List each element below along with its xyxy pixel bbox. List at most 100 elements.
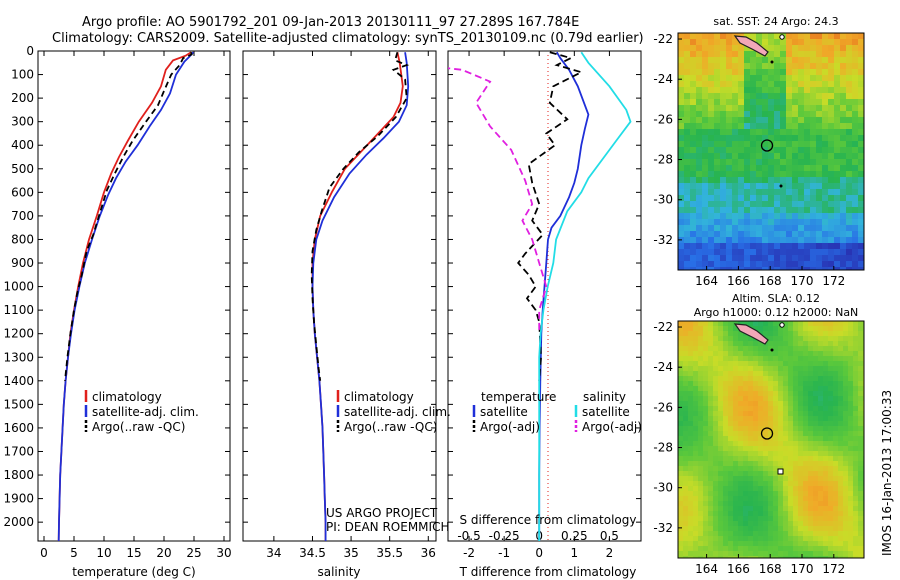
heatmap-cell [708, 147, 715, 154]
heatmap-cell [683, 421, 689, 427]
heatmap-cell [852, 129, 859, 136]
heatmap-cell [738, 57, 745, 64]
heatmap-cell [858, 105, 865, 112]
heatmap-cell [853, 326, 859, 332]
heatmap-cell [678, 471, 684, 477]
heatmap-cell [738, 416, 744, 422]
heatmap-cell [714, 159, 721, 166]
heatmap-cell [713, 501, 719, 507]
heatmap-cell [773, 556, 779, 559]
heatmap-cell [818, 426, 824, 432]
heatmap-cell [803, 481, 809, 487]
heatmap-cell [808, 371, 814, 377]
heatmap-cell [728, 351, 734, 357]
heatmap-cell [702, 237, 709, 244]
heatmap-cell [738, 406, 744, 412]
heatmap-cell [813, 501, 819, 507]
heatmap-cell [698, 476, 704, 482]
heatmap-cell [728, 431, 734, 437]
heatmap-cell [713, 446, 719, 452]
heatmap-cell [723, 461, 729, 467]
heatmap-cell [813, 381, 819, 387]
heatmap-cell [702, 33, 709, 40]
heatmap-cell [684, 225, 691, 232]
heatmap-cell [723, 331, 729, 337]
heatmap-cell [788, 421, 794, 427]
heatmap-cell [786, 129, 793, 136]
heatmap-cell [858, 406, 864, 412]
heatmap-cell [774, 207, 781, 214]
heatmap-cell [773, 506, 779, 512]
heatmap-cell [833, 516, 839, 522]
heatmap-cell [678, 69, 685, 76]
heatmap-cell [753, 416, 759, 422]
heatmap-cell [780, 231, 787, 238]
heatmap-cell [718, 486, 724, 492]
heatmap-cell [688, 401, 694, 407]
heatmap-cell [834, 135, 841, 142]
heatmap-cell [828, 436, 834, 442]
heatmap-cell [858, 321, 864, 327]
heatmap-cell [702, 129, 709, 136]
heatmap-cell [702, 141, 709, 148]
x-tick-label: 1 [571, 546, 579, 560]
heatmap-cell [738, 189, 745, 196]
heatmap-cell [720, 249, 727, 256]
heatmap-cell [714, 51, 721, 58]
heatmap-cell [783, 511, 789, 517]
heatmap-cell [853, 381, 859, 387]
heatmap-cell [786, 105, 793, 112]
heatmap-cell [723, 526, 729, 532]
heatmap-cell [743, 346, 749, 352]
heatmap-cell [683, 556, 689, 559]
heatmap-cell [843, 386, 849, 392]
temperature-x-ticks: 0 5 10 15 20 25 30 [40, 51, 232, 560]
heatmap-cell [768, 411, 774, 417]
heatmap-cell [743, 366, 749, 372]
heatmap-cell [696, 99, 703, 106]
heatmap-cell [696, 87, 703, 94]
heatmap-cell [696, 39, 703, 46]
heatmap-cell [778, 346, 784, 352]
heatmap-cell [763, 431, 769, 437]
heatmap-cell [858, 111, 865, 118]
heatmap-cell [720, 255, 727, 262]
heatmap-cell [852, 255, 859, 262]
heatmap-cell [738, 481, 744, 487]
map-y-tick-label: -26 [653, 112, 673, 126]
heatmap-cell [753, 386, 759, 392]
heatmap-cell [783, 436, 789, 442]
heatmap-cell [816, 69, 823, 76]
heatmap-cell [693, 371, 699, 377]
heatmap-cell [678, 361, 684, 367]
heatmap-cell [703, 401, 709, 407]
heatmap-cell [748, 486, 754, 492]
heatmap-cell [846, 195, 853, 202]
heatmap-cell [774, 39, 781, 46]
heatmap-cell [714, 225, 721, 232]
heatmap-cell [762, 231, 769, 238]
heatmap-cell [783, 546, 789, 552]
heatmap-cell [723, 346, 729, 352]
heatmap-cell [702, 255, 709, 262]
heatmap-cell [818, 486, 824, 492]
heatmap-cell [843, 531, 849, 537]
heatmap-cell [813, 456, 819, 462]
heatmap-cell [750, 69, 757, 76]
heatmap-cell [798, 441, 804, 447]
heatmap-cell [728, 416, 734, 422]
heatmap-cell [840, 219, 847, 226]
heatmap-cell [768, 371, 774, 377]
heatmap-cell [822, 129, 829, 136]
heatmap-cell [703, 541, 709, 547]
heatmap-cell [738, 87, 745, 94]
heatmap-cell [840, 99, 847, 106]
heatmap-cell [683, 521, 689, 527]
heatmap-cell [726, 135, 733, 142]
heatmap-cell [690, 81, 697, 88]
heatmap-cell [838, 506, 844, 512]
heatmap-cell [703, 491, 709, 497]
heatmap-cell [693, 386, 699, 392]
heatmap-cell [792, 201, 799, 208]
y-tick-label: 1300 [3, 350, 34, 364]
